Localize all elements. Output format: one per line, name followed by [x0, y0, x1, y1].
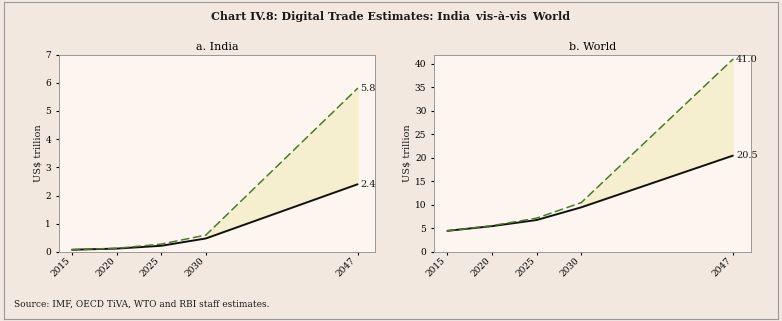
Text: 41.0: 41.0 [736, 55, 758, 64]
Text: Chart IV.8: Digital Trade Estimates: India  vis-à-vis  World: Chart IV.8: Digital Trade Estimates: Ind… [211, 11, 571, 22]
Text: 5.8: 5.8 [361, 84, 376, 93]
Text: 20.5: 20.5 [736, 151, 758, 160]
Title: a. India: a. India [196, 42, 239, 52]
Text: 2.4: 2.4 [361, 180, 376, 189]
Y-axis label: US$ trillion: US$ trillion [34, 125, 42, 182]
Y-axis label: US$ trillion: US$ trillion [403, 125, 412, 182]
Text: Source: IMF, OECD TiVA, WTO and RBI staff estimates.: Source: IMF, OECD TiVA, WTO and RBI staf… [14, 300, 270, 309]
Title: b. World: b. World [569, 42, 616, 52]
